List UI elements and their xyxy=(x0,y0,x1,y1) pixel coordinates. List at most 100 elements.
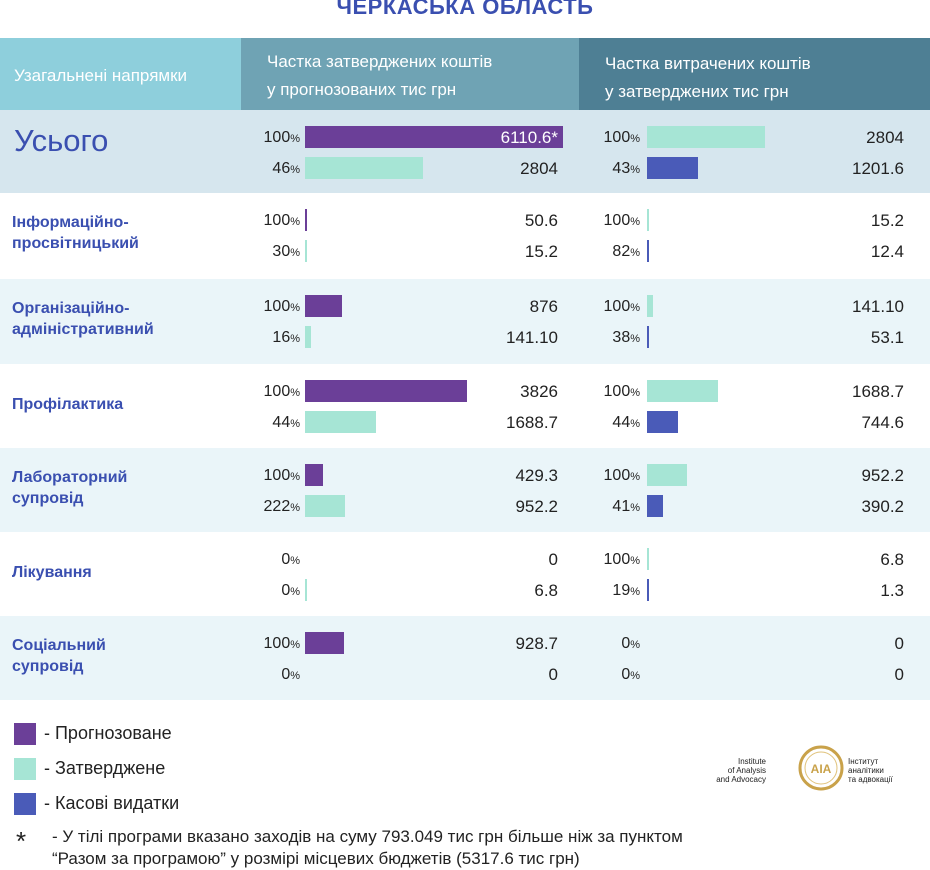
bar-percent: 0% xyxy=(281,666,300,683)
bar-value: 744.6 xyxy=(861,413,904,432)
bar-percent: 100% xyxy=(263,635,300,652)
bar-approved xyxy=(305,326,311,348)
svg-text:AIA: AIA xyxy=(811,762,832,776)
bar-percent: 100% xyxy=(603,298,640,315)
header-directions-label: Узагальнені напрямки xyxy=(14,66,188,85)
bar-percent: 16% xyxy=(272,329,300,346)
bar-percent: 41% xyxy=(612,498,640,515)
chart-row: Лабораторний супровід 100% 429.3 222% 952.2 1… xyxy=(0,448,930,532)
header-approved-share: Частка затверджених коштів у прогнозован… xyxy=(241,38,579,110)
bar-forecast xyxy=(305,295,342,317)
footnote-line2: “Разом за програмою” у розмірі місцевих … xyxy=(52,849,580,868)
bar-forecast xyxy=(305,380,467,402)
bar-percent: 0% xyxy=(621,666,640,683)
bar-forecast xyxy=(305,632,344,654)
logo-english-text: Institute of Analysis and Advocacy xyxy=(716,757,766,784)
bar-approved xyxy=(305,157,423,179)
bar-approved xyxy=(305,495,345,517)
chart-row: Профілактика 100% 3826 44% 1688.7 100% 1688.7 4… xyxy=(0,364,930,448)
row-label: Соціальний супровід xyxy=(12,637,106,675)
row-label: Усього xyxy=(14,123,109,158)
legend-swatch-forecast xyxy=(14,723,36,745)
bar-approved xyxy=(647,380,718,402)
chart-row: Лікування 0% 0 0% 6.8 100% 6.8 19% 1.3 xyxy=(0,532,930,616)
chart-row: Соціальний супровід 100% 928.7 0% 0 0% 0 0% 0 xyxy=(0,616,930,700)
bar-value: 6.8 xyxy=(534,581,558,600)
bar-value: 0 xyxy=(894,665,904,684)
bar-approved xyxy=(647,126,765,148)
bar-forecast xyxy=(305,126,563,148)
logo-ukrainian-text: Інститут аналітики та адвокації xyxy=(848,757,893,784)
bar-spent xyxy=(647,157,698,179)
bar-percent: 0% xyxy=(281,582,300,599)
footnote-line1: - У тілі програми вказано заходів на сум… xyxy=(52,827,683,846)
bar-value: 1688.7 xyxy=(506,413,558,432)
logo-emblem-icon: AIA xyxy=(798,745,844,791)
bar-value: 1688.7 xyxy=(852,382,904,401)
bar-approved xyxy=(647,295,653,317)
bar-value: 1.3 xyxy=(880,581,904,600)
bar-spent xyxy=(647,240,649,262)
bar-value: 50.6 xyxy=(524,211,558,230)
bar-percent: 30% xyxy=(272,243,300,260)
bar-value: 429.3 xyxy=(515,466,558,485)
bar-value: 928.7 xyxy=(515,634,558,653)
bar-value: 952.2 xyxy=(515,497,558,516)
bar-approved xyxy=(305,411,376,433)
legend-label-approved: - Затверджене xyxy=(44,758,166,778)
bar-percent: 100% xyxy=(603,467,640,484)
bar-approved xyxy=(305,240,307,262)
row-label: Профілактика xyxy=(12,396,124,413)
bar-percent: 100% xyxy=(263,383,300,400)
bar-percent: 0% xyxy=(281,551,300,568)
bar-percent: 44% xyxy=(272,414,300,431)
bar-percent: 0% xyxy=(621,635,640,652)
bar-spent xyxy=(647,579,649,601)
row-label: Інформаційно-просвітницький xyxy=(12,214,139,252)
bar-value: 0 xyxy=(894,634,904,653)
bar-value: 1201.6 xyxy=(852,159,904,178)
bar-value: 2804 xyxy=(866,128,904,147)
header-spent-share: Частка витрачених коштів у затверджених … xyxy=(579,38,930,110)
bar-percent: 38% xyxy=(612,329,640,346)
bar-value: 876 xyxy=(529,297,558,316)
bar-percent: 100% xyxy=(263,212,300,229)
bar-value: 3826 xyxy=(520,382,558,401)
bar-value: 0 xyxy=(548,665,558,684)
row-label: Лабораторний супровід xyxy=(12,469,128,507)
bar-value: 141.10 xyxy=(852,297,904,316)
legend-label-spent: - Касові видатки xyxy=(44,793,180,813)
bar-value: 390.2 xyxy=(861,497,904,516)
bar-approved xyxy=(305,579,307,601)
header-spent-line1: Частка витрачених коштів xyxy=(605,54,811,73)
bar-value: 6110.6* xyxy=(500,128,558,147)
bar-forecast xyxy=(305,464,323,486)
bar-approved xyxy=(647,464,687,486)
legend-swatch-spent xyxy=(14,793,36,815)
bar-percent: 222% xyxy=(263,498,300,515)
legend-swatch-approved xyxy=(14,758,36,780)
bar-value: 12.4 xyxy=(870,242,904,261)
legend-label-forecast: - Прогнозоване xyxy=(44,723,172,743)
bar-percent: 19% xyxy=(612,582,640,599)
footnote-asterisk: * xyxy=(16,826,27,856)
institute-logo: Institute of Analysis and Advocacy AIA Інс… xyxy=(716,745,906,795)
bar-value: 2804 xyxy=(520,159,558,178)
bar-percent: 100% xyxy=(263,129,300,146)
bar-percent: 44% xyxy=(612,414,640,431)
row-label: Лікування xyxy=(12,564,92,581)
bar-percent: 100% xyxy=(263,298,300,315)
bar-percent: 100% xyxy=(603,383,640,400)
bar-value: 15.2 xyxy=(870,211,904,230)
chart-row: Усього 100% 6110.6* 46% 2804 100% 2804 43% 1201.… xyxy=(0,110,930,193)
bar-value: 952.2 xyxy=(861,466,904,485)
bar-spent xyxy=(647,411,678,433)
bar-approved xyxy=(647,548,649,570)
chart-row: Інформаційно-просвітницький 100% 50.6 30% 15… xyxy=(0,193,930,279)
bar-percent: 43% xyxy=(612,160,640,177)
bar-spent xyxy=(647,495,663,517)
bar-value: 6.8 xyxy=(880,550,904,569)
bar-percent: 100% xyxy=(603,551,640,568)
row-label: Організаційно-адміністративний xyxy=(12,300,154,338)
chart-title: ЧЕРКАСЬКА ОБЛАСТЬ xyxy=(336,0,594,19)
